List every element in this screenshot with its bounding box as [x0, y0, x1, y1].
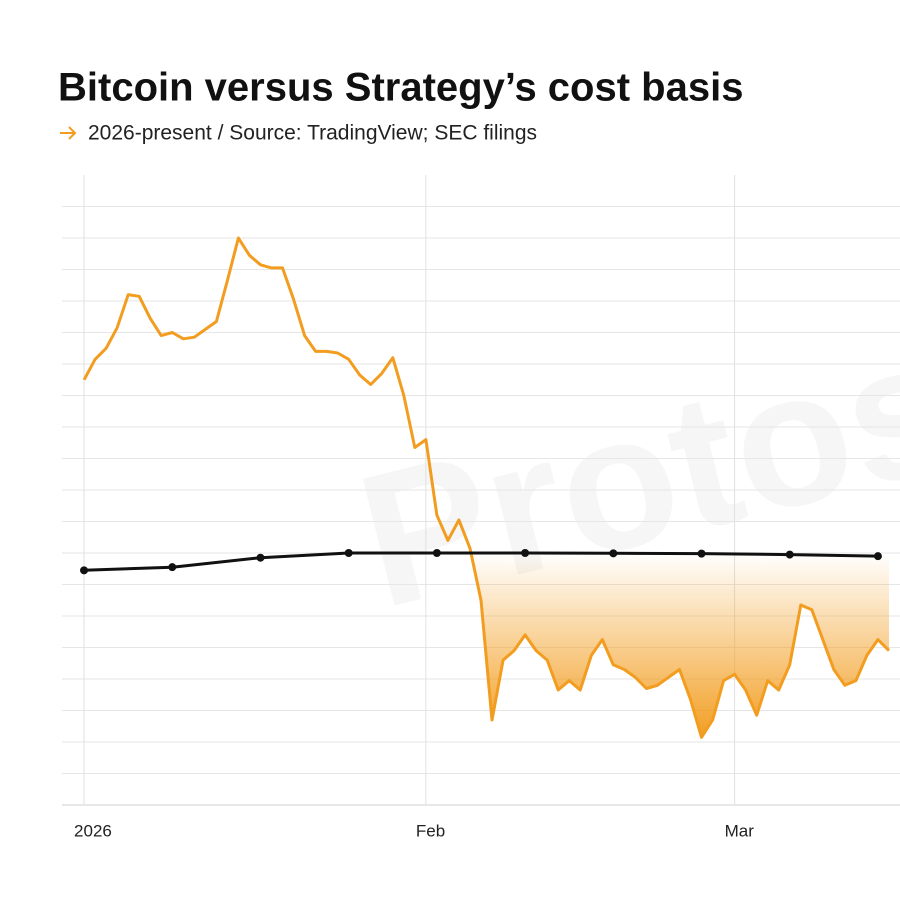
series-line — [84, 551, 878, 572]
point-marker — [432, 549, 441, 557]
chart-title: Bitcoin versus Strategy’s cost basis — [58, 66, 743, 110]
point-marker — [521, 549, 530, 557]
point-marker — [256, 553, 265, 562]
shortfall-area — [84, 553, 889, 738]
subtitle-arrow — [60, 126, 77, 140]
point-marker — [609, 549, 618, 558]
series-line — [82, 236, 891, 739]
chart-subtitle: 2026-present / Source: TradingView; SEC … — [88, 122, 537, 145]
point-marker — [873, 552, 882, 561]
x-tick-label: Mar — [725, 821, 755, 840]
x-tick-label: Feb — [416, 821, 445, 840]
x-tick-label: 2026 — [74, 821, 112, 840]
point-marker — [697, 549, 706, 558]
point-marker — [344, 549, 353, 557]
point-marker — [785, 550, 794, 559]
point-marker — [168, 563, 177, 572]
point-marker — [80, 566, 89, 575]
